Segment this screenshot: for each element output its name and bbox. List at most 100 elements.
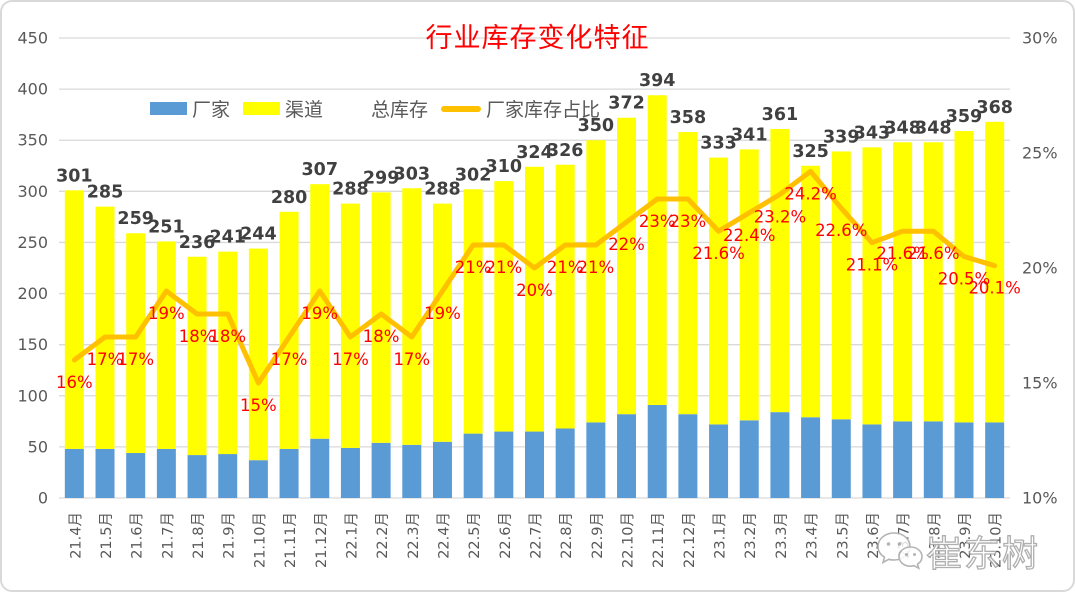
total-label: 310 xyxy=(486,157,523,177)
bar-channel xyxy=(340,203,360,448)
right-axis-tick-label: 20% xyxy=(1022,259,1058,278)
x-axis-label: 22.11月 xyxy=(651,512,667,568)
x-axis-label: 22.5月 xyxy=(467,512,483,559)
x-axis-label: 23.3月 xyxy=(774,512,790,559)
bar-manufacturer xyxy=(555,428,575,498)
left-axis-tick-label: 200 xyxy=(17,284,48,303)
right-axis-tick-label: 15% xyxy=(1022,374,1058,393)
bar-manufacturer xyxy=(923,421,943,498)
percent-label: 15% xyxy=(240,396,277,415)
total-label: 301 xyxy=(56,166,93,186)
bar-manufacturer xyxy=(709,424,729,498)
percent-label: 17% xyxy=(393,350,430,369)
total-swatch-icon xyxy=(336,102,366,115)
total-label: 303 xyxy=(394,164,431,184)
percent-label: 19% xyxy=(148,304,185,323)
legend-item-share: 厂家库存占比 xyxy=(441,95,600,122)
x-axis-label: 21.10月 xyxy=(252,512,268,568)
x-axis-label: 23.10月 xyxy=(989,512,1005,568)
total-label: 333 xyxy=(700,134,737,154)
right-axis-tick-label: 30% xyxy=(1022,29,1058,48)
total-label: 348 xyxy=(884,118,921,138)
x-axis-label: 21.4月 xyxy=(68,512,84,559)
bar-channel xyxy=(432,203,452,442)
x-axis-label: 21.5月 xyxy=(99,512,115,559)
percent-label: 20% xyxy=(516,281,553,300)
bar-channel xyxy=(279,211,299,449)
bar-manufacturer xyxy=(340,447,360,498)
legend-item-channel: 渠道 xyxy=(243,95,323,122)
bar-manufacturer xyxy=(64,448,84,498)
x-axis-label: 23.4月 xyxy=(805,512,821,559)
percent-label: 18% xyxy=(363,327,400,346)
x-axis-label: 22.6月 xyxy=(498,512,514,559)
percent-label: 21.6% xyxy=(692,244,744,263)
total-label: 307 xyxy=(301,160,338,180)
left-axis-tick-label: 400 xyxy=(17,80,48,99)
bar-channel xyxy=(617,117,637,415)
total-label: 241 xyxy=(209,228,246,248)
total-label: 280 xyxy=(271,188,308,208)
bar-channel xyxy=(463,189,483,434)
bar-manufacturer xyxy=(310,438,330,498)
percent-label: 21% xyxy=(578,258,615,277)
bar-manufacturer xyxy=(248,460,268,498)
bar-manufacturer xyxy=(678,414,698,498)
total-label: 361 xyxy=(762,105,799,125)
percent-label: 19% xyxy=(301,304,338,323)
left-axis-tick-label: 250 xyxy=(17,233,48,252)
total-label: 368 xyxy=(976,98,1013,118)
bar-manufacturer xyxy=(985,422,1005,498)
legend-item-manufacturer: 厂家 xyxy=(150,95,230,122)
share-line-swatch-icon xyxy=(441,105,482,112)
percent-label: 16% xyxy=(56,373,93,392)
total-label: 343 xyxy=(854,123,891,143)
bar-channel xyxy=(739,149,759,421)
bar-manufacturer xyxy=(95,448,115,498)
percent-label: 21% xyxy=(547,258,584,277)
bar-channel xyxy=(402,188,422,445)
bar-channel xyxy=(310,184,330,439)
x-axis-label: 22.7月 xyxy=(529,512,545,559)
total-label: 236 xyxy=(179,233,216,253)
bar-channel xyxy=(586,140,606,423)
total-label: 244 xyxy=(240,225,277,245)
bar-channel xyxy=(218,251,238,455)
legend-item-total: 总库存 xyxy=(336,95,428,122)
manufacturer-swatch-icon xyxy=(150,102,187,115)
x-axis-label: 21.7月 xyxy=(160,512,176,559)
bar-manufacturer xyxy=(279,448,299,498)
total-label: 259 xyxy=(117,209,154,229)
x-axis-label: 21.12月 xyxy=(314,512,330,568)
left-axis-tick-label: 300 xyxy=(17,182,48,201)
total-label: 359 xyxy=(946,107,983,127)
bar-manufacturer xyxy=(371,442,391,498)
total-label: 251 xyxy=(148,217,185,237)
left-axis-tick-label: 150 xyxy=(17,335,48,354)
left-axis-tick-label: 50 xyxy=(28,437,48,456)
percent-label: 18% xyxy=(209,327,246,346)
bar-manufacturer xyxy=(463,433,483,498)
x-axis-label: 22.8月 xyxy=(559,512,575,559)
bar-channel xyxy=(248,248,268,461)
legend-label-manufacturer: 厂家 xyxy=(192,99,231,121)
percent-label: 20.5% xyxy=(938,270,990,289)
bar-channel xyxy=(95,206,115,449)
x-axis-label: 22.4月 xyxy=(436,512,452,559)
left-axis-tick-label: 450 xyxy=(17,29,48,48)
x-axis-label: 22.9月 xyxy=(590,512,606,559)
chart-legend: 厂家 渠道 总库存 厂家库存占比 xyxy=(150,95,600,122)
right-axis-tick-label: 25% xyxy=(1022,144,1058,163)
bar-manufacturer xyxy=(831,419,851,498)
total-label: 288 xyxy=(332,180,369,200)
bar-manufacturer xyxy=(647,404,667,498)
watermark-text: 崔东树 xyxy=(925,533,1040,575)
bar-channel xyxy=(371,192,391,443)
x-axis-label: 23.5月 xyxy=(835,512,851,559)
percent-label: 18% xyxy=(179,327,216,346)
x-axis-label: 23.8月 xyxy=(927,512,943,559)
bar-channel xyxy=(64,190,84,449)
total-label: 299 xyxy=(363,168,400,188)
total-label: 350 xyxy=(578,116,615,136)
